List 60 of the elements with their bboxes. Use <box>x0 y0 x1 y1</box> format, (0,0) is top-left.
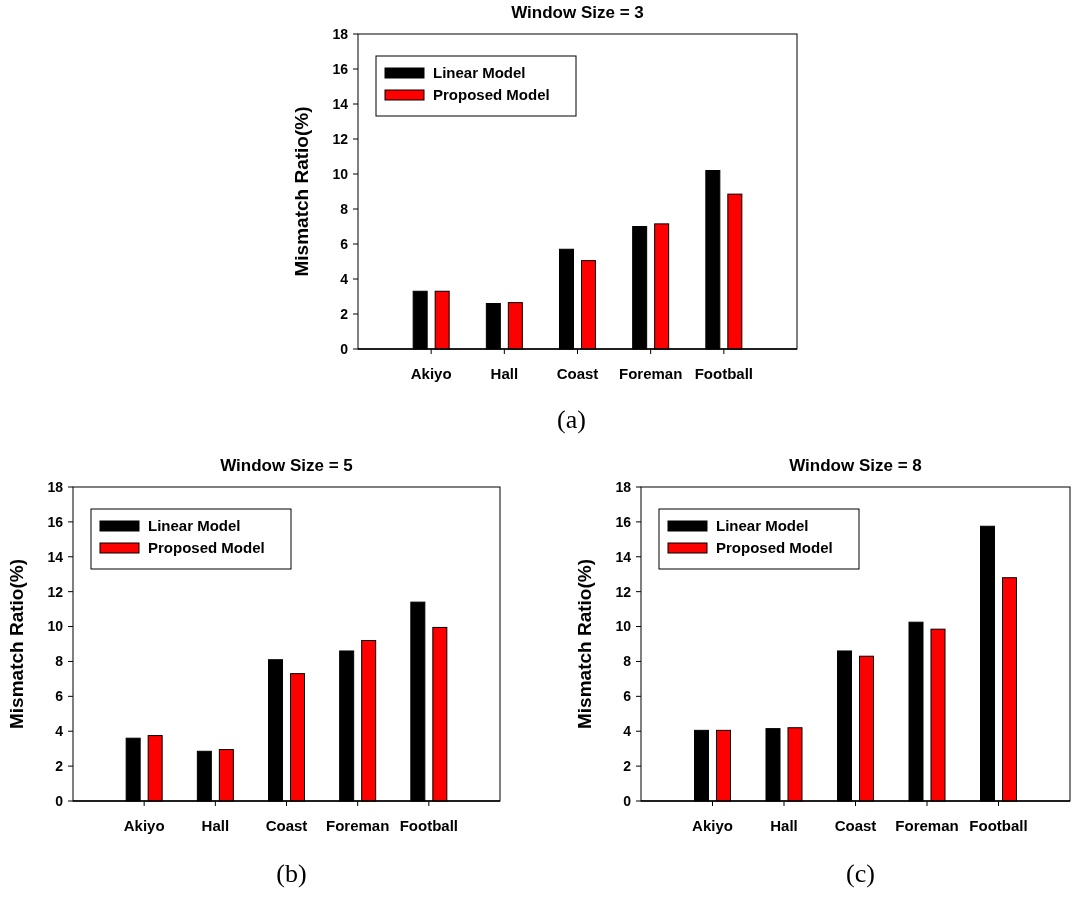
legend-label: Linear Model <box>716 517 809 535</box>
y-tick-label: 6 <box>55 688 64 705</box>
x-tick-label: Hall <box>201 817 230 834</box>
y-tick-label: 8 <box>623 653 632 670</box>
chart-title: Window Size = 3 <box>511 3 644 22</box>
legend-label: Linear Model <box>148 517 241 535</box>
text: (b) <box>276 859 307 888</box>
x-tick-label: Akiyo <box>123 817 165 834</box>
text: (c) <box>846 859 875 888</box>
chart-title: Window Size = 8 <box>789 456 922 475</box>
legend-label: Proposed Model <box>148 539 265 557</box>
y-tick-label: 12 <box>47 583 64 600</box>
legend-label: Linear Model <box>433 64 526 82</box>
y-axis-title: Mismatch Ratio(%) <box>291 106 312 277</box>
x-tick-label: Football <box>969 817 1028 834</box>
legend-label: Proposed Model <box>716 539 833 557</box>
y-tick-label: 8 <box>340 200 349 217</box>
y-tick-label: 16 <box>47 513 64 530</box>
y-axis-title: Mismatch Ratio(%) <box>574 559 595 729</box>
y-tick-label: 14 <box>615 548 632 565</box>
y-tick-label: 18 <box>615 478 632 495</box>
y-tick-label: 6 <box>340 235 349 252</box>
y-tick-label: 12 <box>332 130 349 147</box>
y-tick-label: 0 <box>55 792 64 809</box>
y-tick-label: 4 <box>340 270 349 287</box>
y-tick-label: 16 <box>615 513 632 530</box>
x-tick-label: Foreman <box>895 817 959 834</box>
x-tick-label: Hall <box>770 817 798 834</box>
y-tick-label: 10 <box>332 165 349 182</box>
y-tick-label: 14 <box>47 548 64 565</box>
y-tick-label: 4 <box>623 723 632 740</box>
x-tick-label: Foreman <box>325 817 390 834</box>
y-tick-label: 6 <box>623 688 632 705</box>
y-tick-label: 0 <box>340 340 349 357</box>
y-tick-label: 0 <box>623 792 632 809</box>
y-tick-label: 10 <box>47 618 64 635</box>
y-tick-label: 10 <box>615 618 632 635</box>
x-tick-label: Football <box>694 365 753 382</box>
y-tick-label: 14 <box>332 95 349 112</box>
y-axis-title: Mismatch Ratio(%) <box>6 559 27 729</box>
x-tick-label: Foreman <box>618 365 683 382</box>
y-tick-label: 18 <box>47 478 64 495</box>
y-tick-label: 18 <box>332 25 349 42</box>
y-tick-label: 8 <box>55 653 64 670</box>
x-tick-label: Football <box>399 817 458 834</box>
y-tick-label: 12 <box>615 583 632 600</box>
y-tick-label: 2 <box>55 758 64 775</box>
y-tick-label: 2 <box>623 758 632 775</box>
x-tick-label: Akiyo <box>692 817 733 834</box>
x-tick-label: Akiyo <box>410 365 452 382</box>
x-tick-label: Coast <box>265 817 308 834</box>
chart-title: Window Size = 5 <box>220 456 353 475</box>
x-tick-label: Coast <box>556 365 599 382</box>
x-tick-label: Coast <box>834 817 877 834</box>
y-tick-label: 2 <box>340 305 349 322</box>
y-tick-label: 4 <box>55 723 64 740</box>
legend-label: Proposed Model <box>433 86 550 104</box>
x-tick-label: Hall <box>490 365 519 382</box>
text: (a) <box>557 405 586 434</box>
y-tick-label: 16 <box>332 60 349 77</box>
